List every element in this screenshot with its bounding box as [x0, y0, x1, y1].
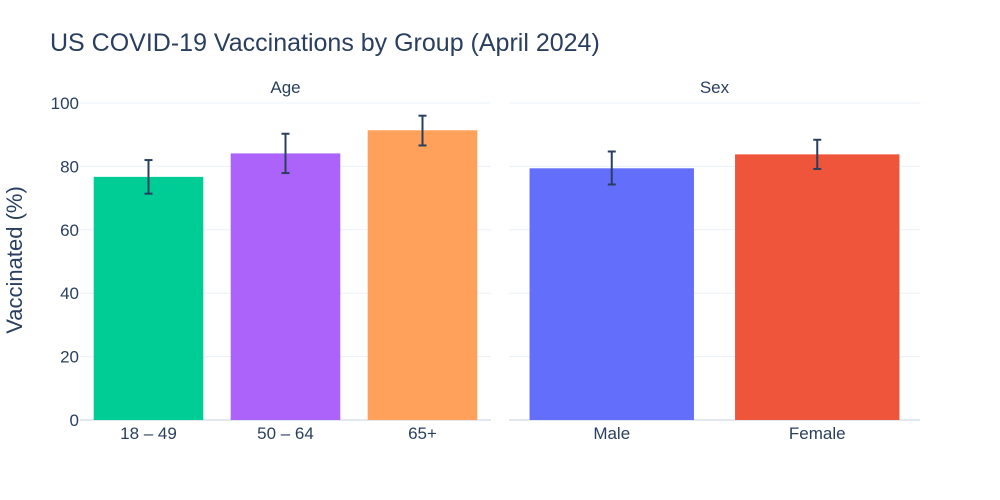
y-tick-label: 20: [60, 348, 79, 367]
bar: [230, 153, 341, 420]
panel-title: Age: [270, 78, 300, 97]
x-tick-label: 65+: [408, 424, 437, 443]
chart-title: US COVID-19 Vaccinations by Group (April…: [50, 29, 600, 57]
x-tick-label: 18 – 49: [120, 424, 177, 443]
y-tick-label: 0: [70, 411, 79, 430]
x-tick-label: Male: [593, 424, 630, 443]
bar: [93, 176, 204, 420]
bar: [735, 154, 900, 420]
x-tick-label: 50 – 64: [257, 424, 314, 443]
y-tick-label: 40: [60, 284, 79, 303]
y-tick-label: 80: [60, 157, 79, 176]
y-axis-title: Vaccinated (%): [2, 186, 27, 334]
bar: [367, 130, 478, 420]
y-tick-label: 100: [51, 94, 79, 113]
plot-area: 0 20 40 60 80 100 Age 18 – 49 50 – 64 65+ Sex Male F…: [51, 78, 920, 443]
bar: [529, 168, 694, 420]
x-tick-label: Female: [789, 424, 846, 443]
y-tick-label: 60: [60, 221, 79, 240]
panel-title: Sex: [700, 78, 730, 97]
